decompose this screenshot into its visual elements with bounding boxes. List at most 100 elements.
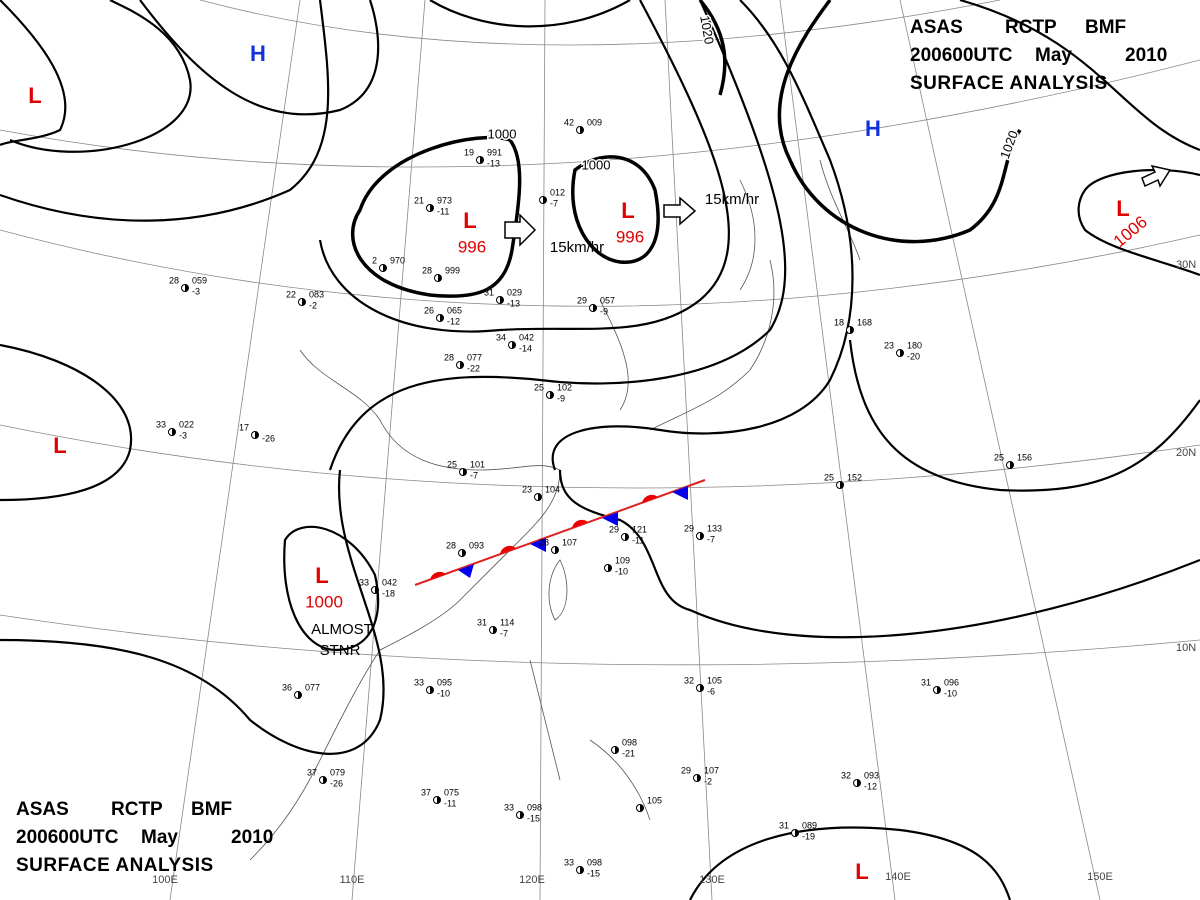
station-temp: 29 (681, 765, 691, 775)
pressure-center: L (53, 433, 66, 458)
station-pressure: 098 (587, 857, 602, 867)
pressure-center: L (315, 563, 328, 588)
station-pressure: 114 (500, 617, 514, 627)
station-symbol (185, 284, 189, 292)
grid-label: 120E (519, 874, 545, 886)
station-symbol (700, 532, 704, 540)
station-tendency: -10 (437, 688, 450, 698)
station-temp: 37 (421, 787, 431, 797)
header-text: 200600UTC (16, 827, 119, 848)
station-tendency: -3 (192, 286, 200, 296)
grid-label: 100E (152, 874, 178, 886)
station-tendency: -13 (507, 298, 520, 308)
station-temp: 33 (564, 857, 574, 867)
station-pressure: 077 (467, 352, 482, 362)
station-symbol (462, 549, 466, 557)
grid-label: 20N (1176, 447, 1196, 459)
station-pressure: 065 (447, 305, 462, 315)
station-pressure: 057 (600, 295, 615, 305)
pressure-center: H (250, 41, 266, 66)
station-symbol (580, 866, 584, 874)
station-pressure: 098 (527, 802, 542, 812)
grid-label: 150E (1087, 871, 1113, 883)
station-temp: 17 (239, 422, 249, 432)
station-temp: 18 (834, 317, 844, 327)
station-symbol (480, 156, 484, 164)
station-temp: 28 (422, 265, 432, 275)
station-temp: 26 (424, 305, 434, 315)
station-temp: 36 (282, 682, 292, 692)
station-tendency: -18 (382, 588, 395, 598)
station-temp: 28 (444, 352, 454, 362)
station-symbol (430, 686, 434, 694)
station-pressure: 152 (847, 472, 862, 482)
station-pressure: 022 (179, 419, 194, 429)
motion-arrows (504, 164, 1172, 247)
grid-label: 30N (1176, 259, 1196, 271)
station-symbol (437, 796, 441, 804)
grid-label: 10N (1176, 642, 1196, 654)
header-text: 2010 (1125, 45, 1167, 66)
station-temp: 31 (484, 287, 494, 297)
motion-label: 15km/hr (705, 191, 759, 208)
center-pressure: 996 (616, 227, 644, 246)
header-text: SURFACE ANALYSIS (910, 73, 1108, 94)
station-tendency: -7 (550, 198, 558, 208)
station-symbol (298, 691, 302, 699)
station-temp: 25 (534, 382, 544, 392)
station-temp: 31 (921, 677, 931, 687)
station-tendency: -11 (632, 535, 644, 545)
station-symbol (440, 314, 444, 322)
station-pressure: 105 (647, 795, 662, 805)
station-symbol (1010, 461, 1014, 469)
station-pressure: 098 (622, 737, 637, 747)
station-symbol (900, 349, 904, 357)
station-symbol (430, 204, 434, 212)
station-symbol (520, 811, 524, 819)
station-temp: 25 (824, 472, 834, 482)
station-tendency: -21 (622, 748, 635, 758)
station-tendency: -9 (557, 393, 565, 403)
station-pressure: 095 (437, 677, 452, 687)
station-temp: 31 (779, 820, 789, 830)
isobar-label: 1000 (488, 126, 517, 141)
station-temp: 32 (684, 675, 694, 685)
station-pressure: 042 (519, 332, 534, 342)
station-tendency: -20 (907, 351, 920, 361)
station-pressure: 121 (632, 524, 647, 534)
station-symbol (700, 684, 704, 692)
station-pressure: 009 (587, 117, 602, 127)
station-pressure: 107 (704, 765, 719, 775)
header-text: 200600UTC (910, 45, 1013, 66)
header-text: 2010 (231, 827, 273, 848)
station-temp: 23 (522, 484, 532, 494)
grid-label: 130E (699, 874, 725, 886)
station-symbol (937, 686, 941, 694)
station-tendency: -9 (600, 306, 608, 316)
station-symbol (438, 274, 442, 282)
station-pressure: 101 (470, 459, 485, 469)
pressure-center: L (621, 198, 634, 223)
station-tendency: -14 (519, 343, 532, 353)
front-note: ALMOST (311, 621, 373, 638)
station-tendency: -15 (527, 813, 540, 823)
station-tendency: -10 (944, 688, 957, 698)
station-tendency: -12 (447, 316, 460, 326)
station-symbol (302, 298, 306, 306)
station-pressure: 107 (562, 537, 577, 547)
station-symbol (172, 428, 176, 436)
station-symbol (697, 774, 701, 782)
station-pressure: 042 (382, 577, 397, 587)
station-temp: 33 (504, 802, 514, 812)
header-text: RCTP (111, 799, 163, 820)
header-text: ASAS (16, 799, 69, 820)
labels: ASAS RCTP BMF 200600UTC May 2010 SURFACE ANALY… (16, 13, 1196, 886)
station-pressure: 973 (437, 195, 452, 205)
station-temp: 19 (464, 147, 474, 157)
pressure-center: L (463, 208, 476, 233)
station-temp: 33 (359, 577, 369, 587)
station-symbol (857, 779, 861, 787)
header-text: BMF (1085, 17, 1126, 38)
station-symbol (550, 391, 554, 399)
station-pressure: 012 (550, 187, 565, 197)
